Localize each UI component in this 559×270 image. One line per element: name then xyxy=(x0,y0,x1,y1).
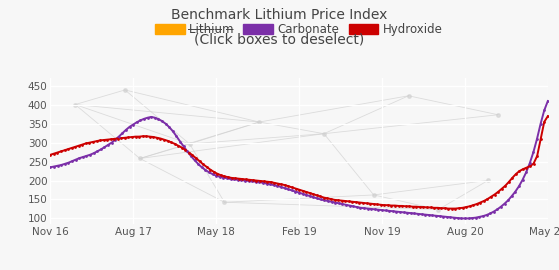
Text: (Click boxes to deselect): (Click boxes to deselect) xyxy=(195,32,364,46)
Legend: L̶i̶t̶h̶i̶u̶m̶, Carbonate, Hydroxide: L̶i̶t̶h̶i̶u̶m̶, Carbonate, Hydroxide xyxy=(155,23,443,36)
Text: Benchmark Lithium Price Index: Benchmark Lithium Price Index xyxy=(171,8,388,22)
